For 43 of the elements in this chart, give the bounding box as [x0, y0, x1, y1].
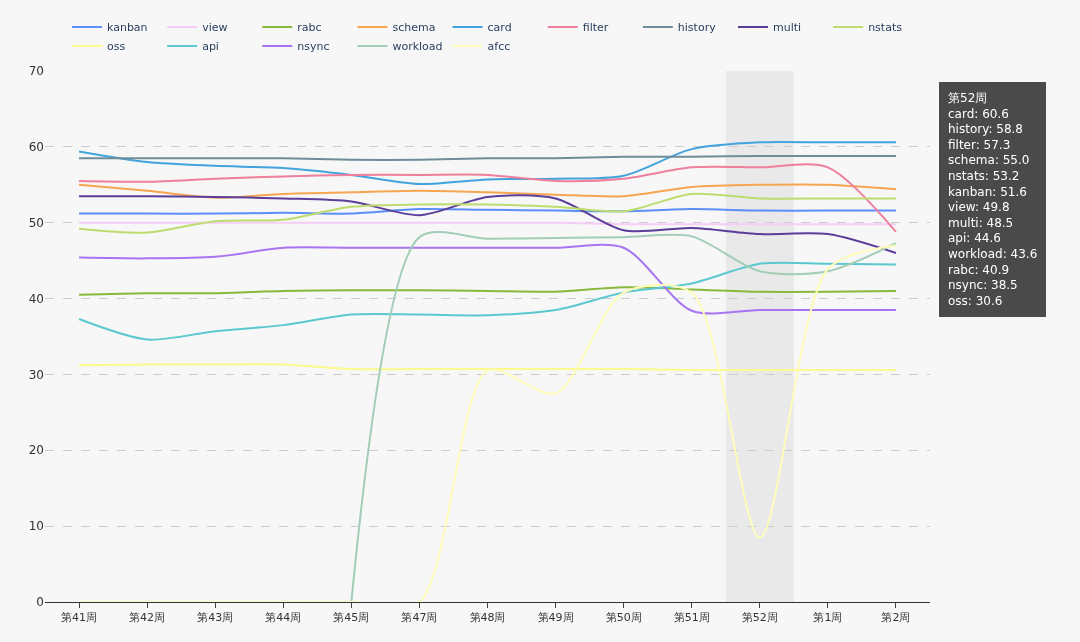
legend-label: oss — [107, 40, 126, 54]
line-series — [78, 194, 897, 255]
legend-label: workload — [392, 40, 443, 54]
x-tick-label: 第44周 — [265, 611, 302, 625]
legend-label: rabc — [297, 21, 322, 35]
x-tick-label: 第47周 — [401, 611, 438, 625]
y-tick-label: 30 — [28, 367, 44, 382]
text: 第52周 card: 60.6 history: 58.8 filter: 57.3 schema: 55.0 nstats: 53.2 kanban: 51.6 view: 49.8 multi: 48.5 api: 44.6 workload: 43.6 rabc: 40.9 nsync: 38.5 oss: 30.6 — [948, 91, 1038, 308]
legend-label: afcc — [487, 40, 511, 54]
y-tick-label: 70 — [28, 64, 44, 79]
legend-label: filter — [582, 21, 609, 35]
x-tick-label: 第48周 — [469, 611, 506, 625]
y-tick-label: 0 — [36, 595, 44, 610]
x-tick-label: 第1周 — [813, 611, 843, 625]
legend-label: multi — [772, 21, 802, 35]
legend-label: kanban — [107, 21, 148, 35]
line-series — [78, 192, 897, 234]
x-tick-label: 第45周 — [333, 611, 370, 625]
x-tick-label: 第41周 — [61, 611, 98, 625]
line-series — [78, 261, 897, 341]
legend-label: view — [202, 21, 228, 35]
x-tick-label: 第50周 — [605, 611, 642, 625]
legend-label: card — [487, 21, 512, 35]
x-tick-label: 第42周 — [129, 611, 166, 625]
y-tick-label: 60 — [28, 140, 44, 155]
y-tick-label: 50 — [28, 215, 44, 230]
legend-label: nstats — [868, 21, 903, 35]
x-tick-label: 第2周 — [881, 611, 911, 625]
x-tick-label: 第52周 — [741, 611, 778, 625]
line-series — [78, 286, 897, 296]
line-series — [78, 140, 897, 186]
y-tick-label: 10 — [28, 519, 44, 534]
x-tick-label: 第43周 — [197, 611, 234, 625]
y-tick-label: 20 — [28, 443, 44, 458]
x-tick-label: 第49周 — [537, 611, 574, 625]
legend-label: schema — [392, 21, 436, 35]
x-tick-label: 第51周 — [673, 611, 710, 625]
line-series — [78, 244, 897, 602]
line-series — [78, 183, 897, 199]
legend-label: history — [677, 21, 717, 35]
legend-label: nsync — [297, 40, 330, 54]
legend-label: api — [202, 40, 219, 54]
y-tick-label: 40 — [28, 291, 44, 306]
